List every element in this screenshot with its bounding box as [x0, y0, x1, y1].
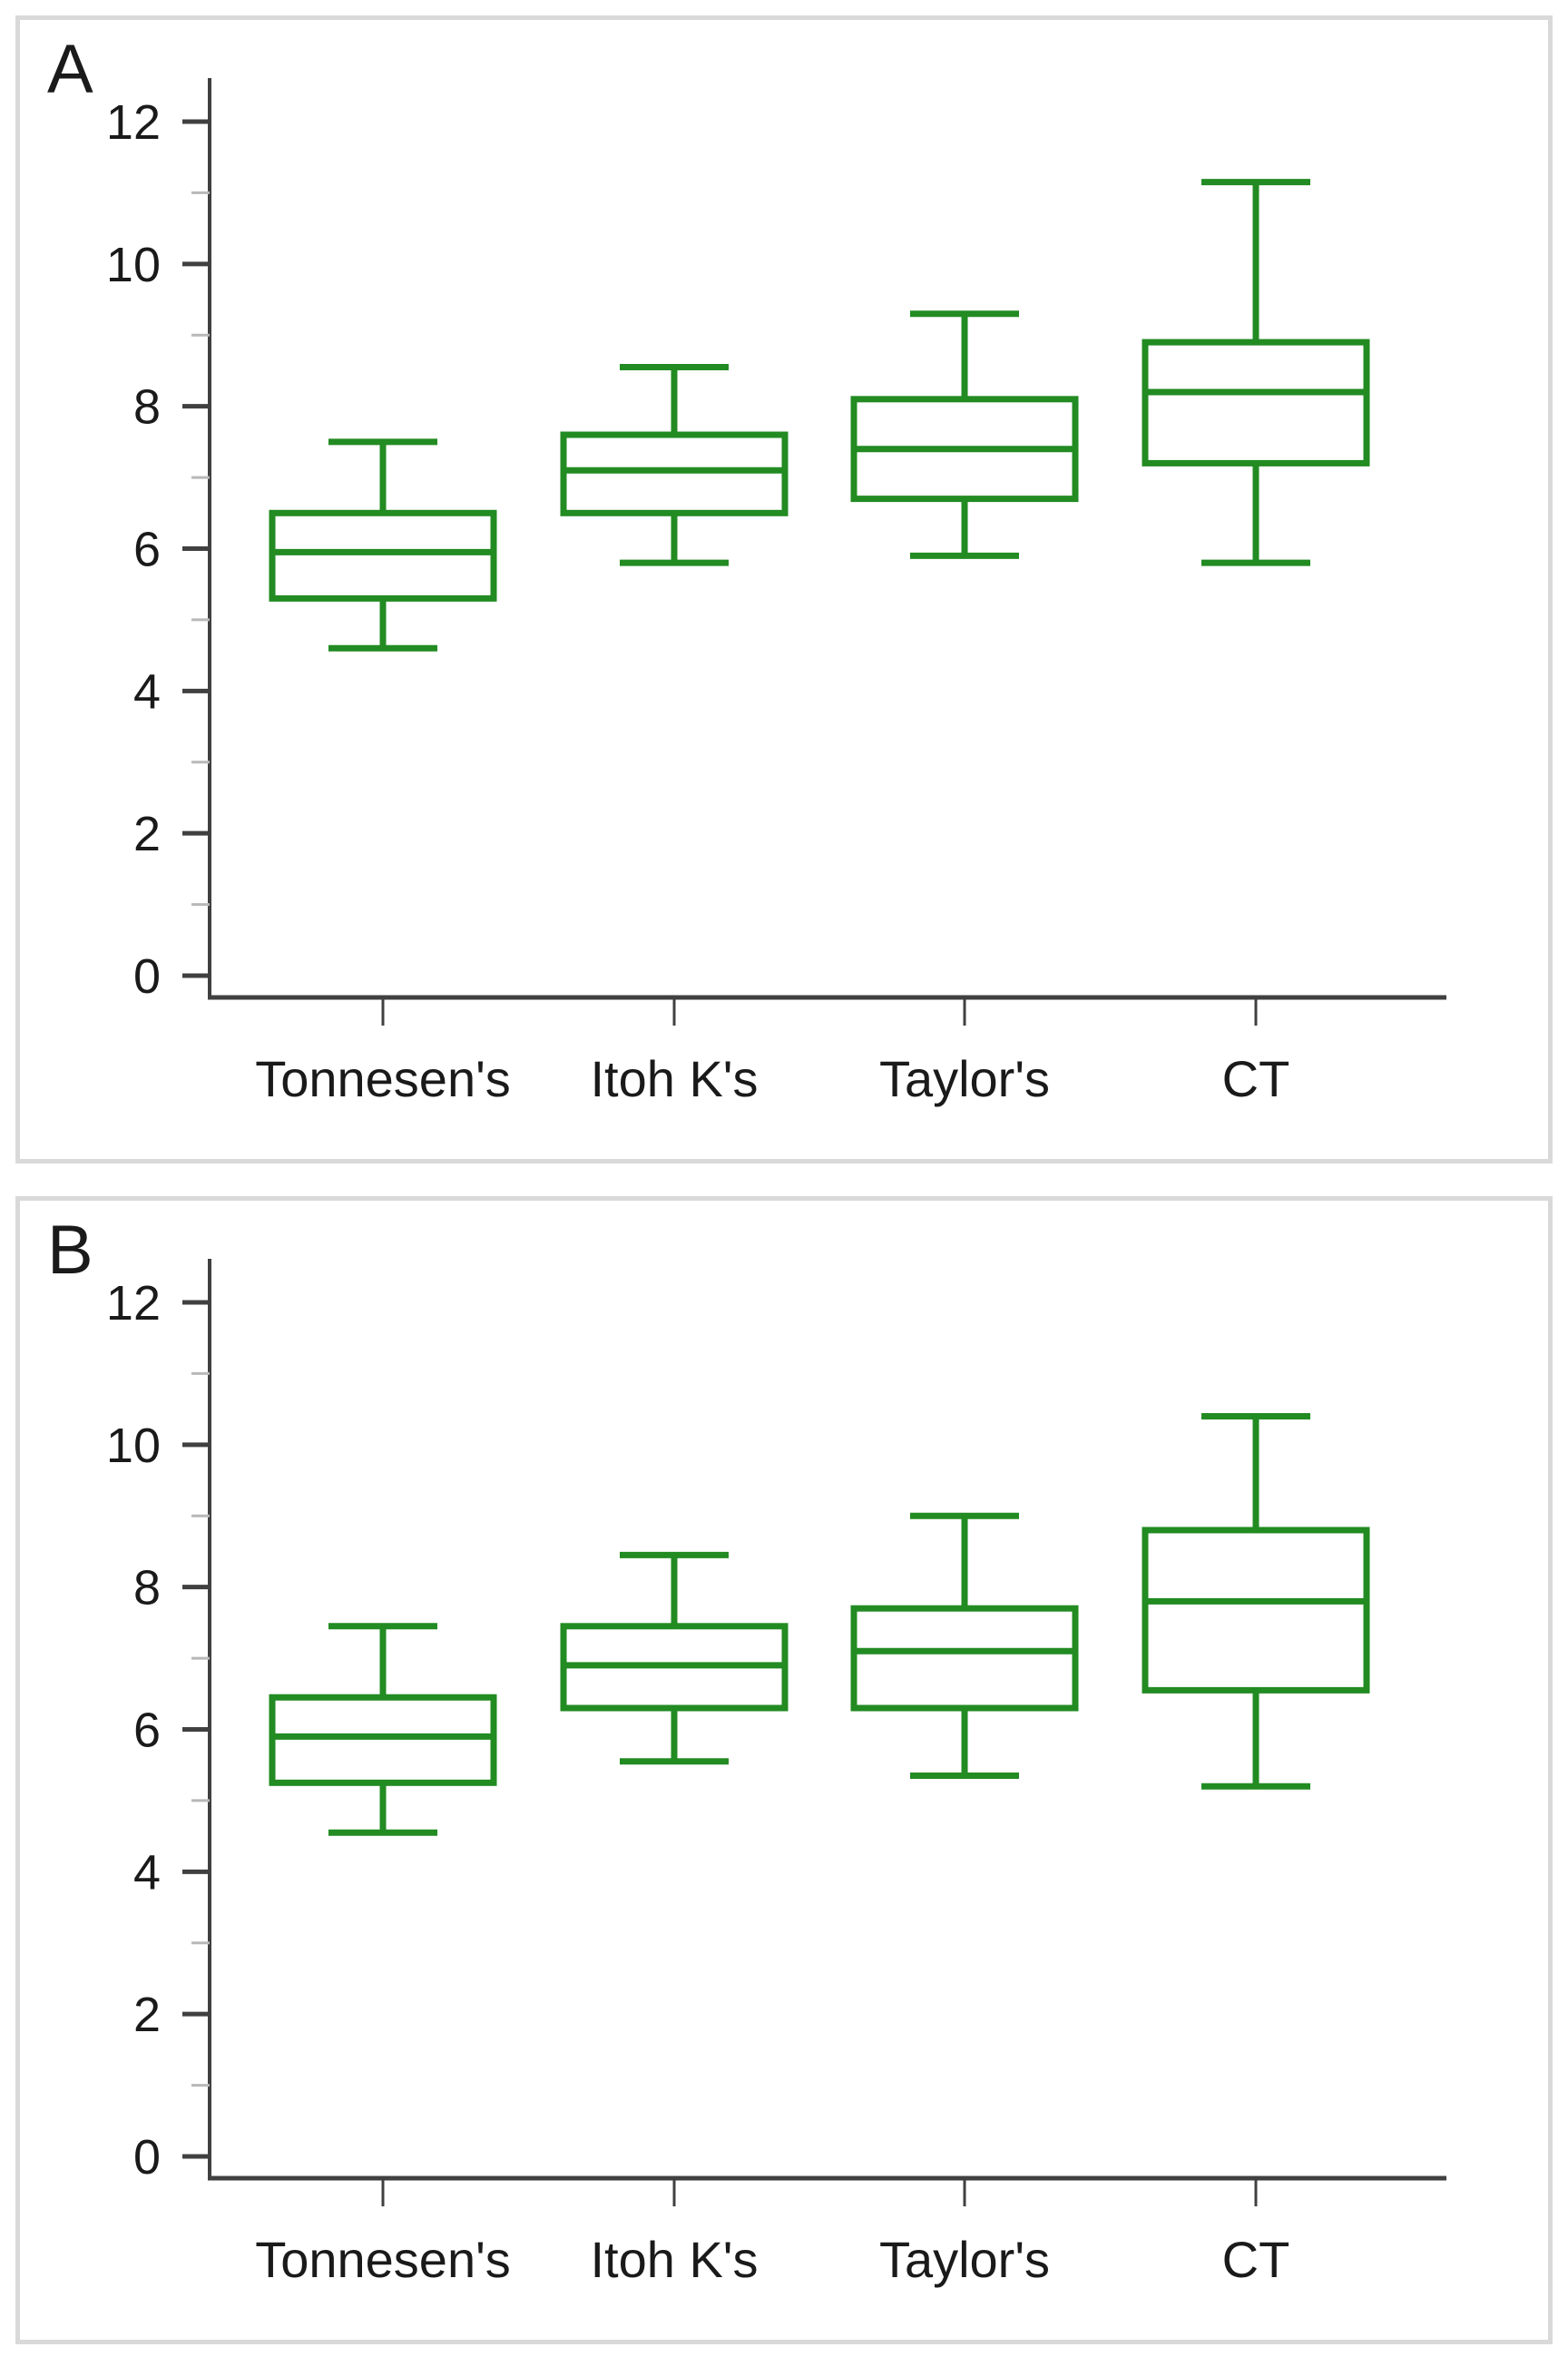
y-tick-label: 8 — [133, 1561, 161, 1616]
box-plot-4 — [1142, 179, 1370, 566]
y-tick-label: 4 — [133, 1845, 161, 1900]
axis-group: 0 2 4 6 8 10 12 Tonnesen's Itoh K's Taylor's CT — [106, 78, 1446, 1107]
y-tick-label: 6 — [133, 1704, 161, 1758]
box-plot-4 — [1142, 1412, 1370, 1790]
category-label: Tonnesen's — [255, 1050, 511, 1107]
category-label: CT — [1222, 2231, 1290, 2288]
y-tick-label: 4 — [133, 664, 161, 719]
iqr-box — [560, 431, 789, 516]
y-tick-label: 0 — [133, 949, 161, 1004]
panel-b: B 0 2 4 6 8 10 12 Tonnesen's Itoh K's Taylor's CT — [15, 1196, 1553, 2344]
iqr-box — [1142, 1527, 1370, 1694]
box-plot-3 — [850, 1512, 1079, 1779]
panel-a: A 0 2 4 6 8 10 12 Tonnesen's Itoh K's Taylor's CT — [15, 15, 1553, 1164]
iqr-box — [1142, 339, 1370, 466]
y-tick-label: 12 — [106, 95, 161, 150]
y-tick-label: 2 — [133, 807, 161, 861]
category-label: CT — [1222, 1050, 1290, 1107]
panel-letter-a: A — [47, 31, 93, 108]
panel-letter-b: B — [47, 1212, 93, 1289]
category-label: Tonnesen's — [255, 2231, 511, 2288]
y-tick-label: 10 — [106, 1419, 161, 1473]
y-tick-label: 2 — [133, 1988, 161, 2042]
y-tick-label: 12 — [106, 1276, 161, 1331]
iqr-box — [269, 1694, 497, 1786]
boxplot-chart-a: 0 2 4 6 8 10 12 Tonnesen's Itoh K's Taylor's CT — [106, 78, 1446, 1107]
y-tick-label: 0 — [133, 2130, 161, 2185]
y-tick-label: 10 — [106, 238, 161, 292]
category-label: Taylor's — [879, 1050, 1050, 1107]
category-label: Itoh K's — [590, 1050, 758, 1107]
box-plot-1 — [269, 438, 497, 652]
box-plot-3 — [850, 310, 1079, 559]
iqr-box — [269, 509, 497, 602]
boxplot-chart-b: 0 2 4 6 8 10 12 Tonnesen's Itoh K's Taylor's CT — [106, 1259, 1446, 2288]
category-label: Taylor's — [879, 2231, 1050, 2288]
figure-page: A 0 2 4 6 8 10 12 Tonnesen's Itoh K's Taylor's CT … — [15, 15, 1553, 2344]
box-plot-1 — [269, 1623, 497, 1836]
axis-group: 0 2 4 6 8 10 12 Tonnesen's Itoh K's Taylor's CT — [106, 1259, 1446, 2288]
y-tick-label: 6 — [133, 523, 161, 577]
iqr-box — [850, 1605, 1079, 1712]
y-tick-label: 8 — [133, 380, 161, 435]
category-label: Itoh K's — [590, 2231, 758, 2288]
box-plot-2 — [560, 364, 789, 566]
box-plot-2 — [560, 1551, 789, 1765]
